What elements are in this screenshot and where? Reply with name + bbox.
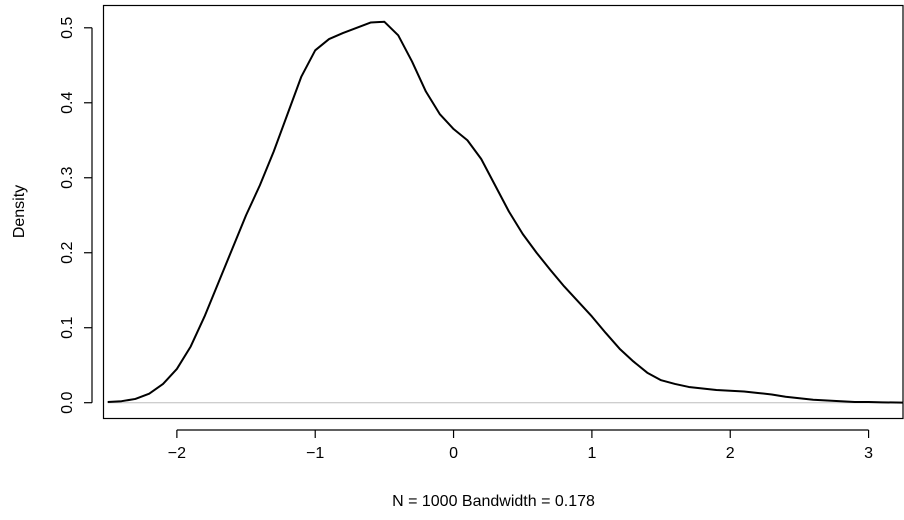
y-tick-label: 0.3	[59, 167, 76, 189]
x-tick-label: 2	[726, 445, 735, 462]
x-tick-label: 0	[449, 445, 458, 462]
x-tick-label: 3	[864, 445, 873, 462]
y-tick-label: 0.0	[59, 391, 76, 413]
x-tick-label: 1	[587, 445, 596, 462]
density-line	[107, 20, 904, 404]
x-axis: −2 −1 0 1 2 3	[168, 429, 873, 462]
y-axis-label: Density	[11, 185, 28, 238]
plot-frame	[102, 4, 904, 420]
y-tick-label: 0.4	[59, 92, 76, 114]
y-tick-label: 0.2	[59, 242, 76, 264]
x-tick-label: −1	[306, 445, 324, 462]
x-axis-label: N = 1000 Bandwidth = 0.178	[392, 493, 595, 510]
y-tick-label: 0.5	[59, 17, 76, 39]
x-tick-label: −2	[168, 445, 186, 462]
y-tick-label: 0.1	[59, 317, 76, 339]
plot-area	[102, 4, 904, 420]
y-axis: 0.0 0.1 0.2 0.3 0.4 0.5	[59, 17, 93, 414]
